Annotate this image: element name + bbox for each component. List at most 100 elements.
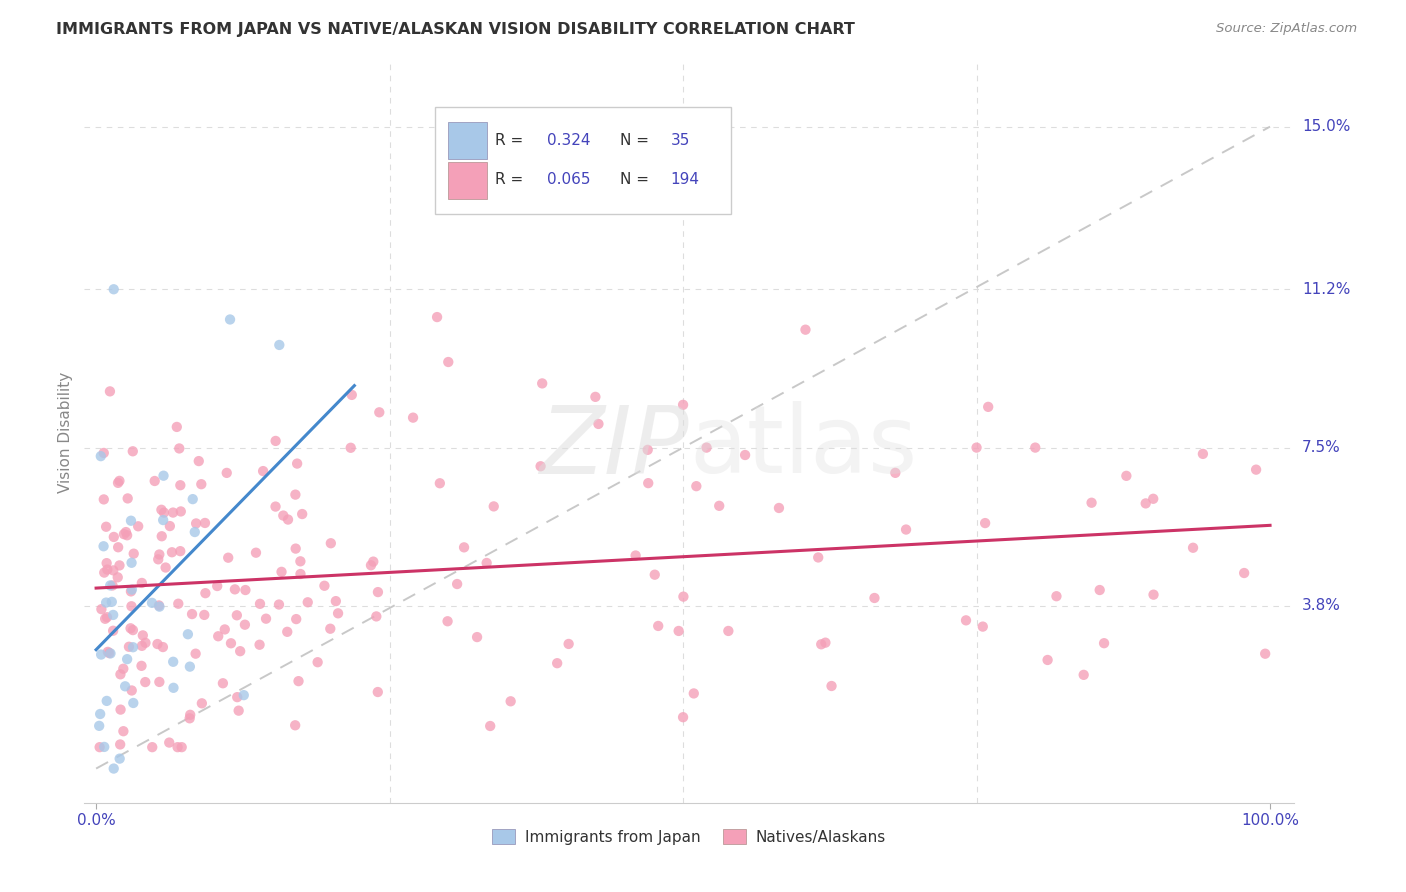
Point <box>110 703 132 717</box>
Point <box>190 477 212 491</box>
Point <box>159 519 181 533</box>
Point <box>121 582 143 597</box>
Point <box>89 719 111 733</box>
Point <box>166 740 188 755</box>
Point <box>271 508 294 523</box>
Point <box>103 282 125 296</box>
Point <box>169 544 191 558</box>
Point <box>794 323 817 337</box>
Point <box>429 476 451 491</box>
FancyBboxPatch shape <box>449 162 486 199</box>
Point <box>115 652 138 666</box>
Point <box>98 578 121 592</box>
Point <box>955 613 977 627</box>
Point <box>179 707 201 722</box>
Point <box>150 529 173 543</box>
Text: 194: 194 <box>671 172 700 187</box>
Text: atlas: atlas <box>689 401 917 493</box>
Point <box>181 492 204 507</box>
Point <box>193 607 215 622</box>
Point <box>361 555 384 569</box>
Point <box>194 586 217 600</box>
Point <box>307 655 329 669</box>
Text: Source: ZipAtlas.com: Source: ZipAtlas.com <box>1216 22 1357 36</box>
Point <box>685 479 707 493</box>
Point <box>276 624 298 639</box>
Point <box>1254 647 1277 661</box>
Text: IMMIGRANTS FROM JAPAN VS NATIVE/ALASKAN VISION DISABILITY CORRELATION CHART: IMMIGRANTS FROM JAPAN VS NATIVE/ALASKAN … <box>56 22 855 37</box>
Point <box>101 607 124 622</box>
Point <box>141 740 163 755</box>
Point <box>181 607 204 621</box>
Point <box>426 310 449 324</box>
Point <box>290 567 312 582</box>
Point <box>696 441 718 455</box>
Point <box>96 563 118 577</box>
Point <box>93 446 115 460</box>
Point <box>557 637 579 651</box>
Text: N =: N = <box>620 172 654 187</box>
Point <box>339 441 361 455</box>
Text: R =: R = <box>495 133 529 148</box>
Point <box>366 609 388 624</box>
Legend: Immigrants from Japan, Natives/Alaskans: Immigrants from Japan, Natives/Alaskans <box>486 823 891 851</box>
Point <box>682 686 704 700</box>
Point <box>402 410 425 425</box>
Point <box>110 667 132 681</box>
Point <box>90 648 112 662</box>
Point <box>184 524 207 539</box>
Point <box>127 519 149 533</box>
Point <box>146 637 169 651</box>
Point <box>148 599 170 613</box>
Point <box>93 566 115 580</box>
Point <box>115 528 138 542</box>
Point <box>120 584 142 599</box>
Point <box>134 675 156 690</box>
FancyBboxPatch shape <box>449 122 486 159</box>
Point <box>1244 463 1267 477</box>
Point <box>229 644 252 658</box>
Point <box>284 718 307 732</box>
Point <box>226 690 249 705</box>
Point <box>285 612 308 626</box>
Point <box>89 740 111 755</box>
Point <box>277 512 299 526</box>
Point <box>112 527 135 541</box>
Point <box>1135 496 1157 510</box>
Point <box>150 503 173 517</box>
Point <box>90 602 112 616</box>
Point <box>290 554 312 568</box>
Point <box>96 610 118 624</box>
Point <box>297 595 319 609</box>
Point <box>108 751 131 765</box>
Point <box>1115 468 1137 483</box>
Point <box>118 640 141 654</box>
Point <box>166 420 188 434</box>
Point <box>225 608 247 623</box>
Point <box>974 516 997 530</box>
Point <box>162 681 184 695</box>
Point <box>94 596 117 610</box>
Point <box>217 550 239 565</box>
Point <box>141 596 163 610</box>
Point <box>121 556 143 570</box>
Point <box>101 578 124 592</box>
Point <box>319 536 342 550</box>
Point <box>121 683 143 698</box>
Point <box>224 582 246 597</box>
Point <box>367 585 389 599</box>
Point <box>170 504 193 518</box>
Point <box>177 627 200 641</box>
Point <box>108 474 131 488</box>
Point <box>325 594 347 608</box>
Point <box>96 556 118 570</box>
Point <box>270 565 292 579</box>
Text: ZIP: ZIP <box>540 402 689 493</box>
Point <box>252 464 274 478</box>
Point <box>170 740 193 755</box>
Point <box>120 621 142 635</box>
Point <box>972 619 994 633</box>
Text: 0.324: 0.324 <box>547 133 591 148</box>
Point <box>269 338 291 352</box>
Point <box>155 560 177 574</box>
